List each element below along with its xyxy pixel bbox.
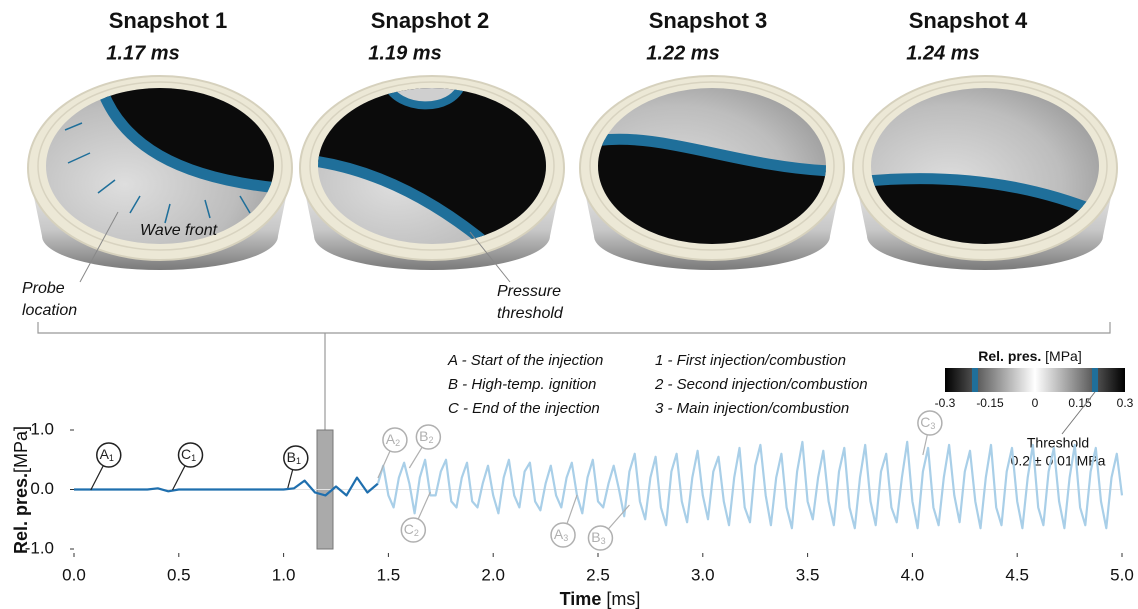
colorbar-tick-label: 0 xyxy=(1032,396,1039,410)
marker-leader xyxy=(567,495,577,524)
x-tick-label: 4.5 xyxy=(1005,565,1029,584)
marker-index: 1 xyxy=(191,453,196,463)
x-tick-label: 4.0 xyxy=(901,565,925,584)
marker-index: 1 xyxy=(109,453,114,463)
marker-letter: C xyxy=(181,446,191,462)
colorbar-tick-label: 0.3 xyxy=(1117,396,1134,410)
marker-leader xyxy=(288,470,293,488)
threshold-label: Pressure xyxy=(497,283,561,300)
snapshot-time: 1.17 ms xyxy=(106,42,179,64)
marker-letter: C xyxy=(920,414,930,430)
x-tick-label: 3.0 xyxy=(691,565,715,584)
legend-text: C - End of the injection xyxy=(448,400,600,417)
snapshot-time: 1.22 ms xyxy=(646,42,719,64)
threshold-label: threshold xyxy=(497,305,564,322)
legend-text: A - Start of the injection xyxy=(447,352,603,369)
legend-text: 1 - First injection/combustion xyxy=(655,352,846,369)
marker-index: 3 xyxy=(601,536,606,546)
colorbar-title-text: Rel. pres. xyxy=(978,348,1041,364)
bracket xyxy=(38,322,1110,333)
snapshot-time: 1.24 ms xyxy=(906,42,979,64)
marker-letter: C xyxy=(404,521,414,537)
marker-letter: B xyxy=(419,428,428,444)
marker-index: 1 xyxy=(296,456,301,466)
y-tick-label: 1.0 xyxy=(30,419,54,438)
marker-leader xyxy=(608,505,629,529)
x-tick-label: 2.5 xyxy=(586,565,610,584)
y-tick-label: 0.0 xyxy=(30,479,54,498)
x-tick-label: 5.0 xyxy=(1110,565,1134,584)
colorbar-unit: [MPa] xyxy=(1045,348,1082,364)
marker-leader xyxy=(409,447,422,468)
colorbar-title: Rel. pres. [MPa] xyxy=(978,348,1082,364)
marker-index: 3 xyxy=(563,533,568,543)
x-tick-label: 0.5 xyxy=(167,565,191,584)
x-axis-unit: [ms] xyxy=(606,589,640,609)
x-tick-label: 1.5 xyxy=(377,565,401,584)
marker-leader xyxy=(91,466,104,490)
marker-letter: B xyxy=(287,449,296,465)
legend-text: 3 - Main injection/combustion xyxy=(655,400,849,417)
marker-letter: B xyxy=(591,529,600,545)
marker-leader xyxy=(173,466,186,490)
snapshot-title: Snapshot 2 xyxy=(371,8,490,33)
x-tick-label: 3.5 xyxy=(796,565,820,584)
probe-label: location xyxy=(22,302,77,319)
snapshot-title: Snapshot 3 xyxy=(649,8,768,33)
marker-index: 2 xyxy=(414,528,419,538)
y-axis-label: Rel. pres.[MPa] xyxy=(11,426,31,554)
wave-front-label: Wave front xyxy=(140,222,218,239)
data-line xyxy=(378,442,1122,528)
legend-text: B - High-temp. ignition xyxy=(448,376,596,393)
colorbar-tick-label: 0.15 xyxy=(1068,396,1092,410)
colorbar-tick-label: -0.15 xyxy=(976,396,1004,410)
x-axis-label: Time [ms] xyxy=(560,589,641,609)
threshold-title: Threshold xyxy=(1027,435,1089,451)
legend-text: 2 - Second injection/combustion xyxy=(654,376,868,393)
x-tick-label: 0.0 xyxy=(62,565,86,584)
snapshot-time: 1.19 ms xyxy=(368,42,441,64)
marker-index: 2 xyxy=(429,435,434,445)
snapshot-title: Snapshot 1 xyxy=(109,8,228,33)
x-tick-label: 1.0 xyxy=(272,565,296,584)
y-axis-title: Rel. pres. xyxy=(11,473,31,554)
x-tick-label: 2.0 xyxy=(481,565,505,584)
threshold-band xyxy=(1092,368,1098,392)
marker-leader xyxy=(418,492,430,519)
colorbar-tick-label: -0.3 xyxy=(935,396,956,410)
x-axis-title: Time xyxy=(560,589,602,609)
y-axis-unit: [MPa] xyxy=(11,426,31,473)
marker-index: 3 xyxy=(930,421,935,431)
probe-label: Probe xyxy=(22,280,65,297)
threshold-band xyxy=(972,368,978,392)
marker-index: 2 xyxy=(395,438,400,448)
figure: Snapshot 1 1.17 ms Snapshot 2 1.19 ms Snapsh… xyxy=(0,0,1138,609)
snapshot-title: Snapshot 4 xyxy=(909,8,1028,33)
